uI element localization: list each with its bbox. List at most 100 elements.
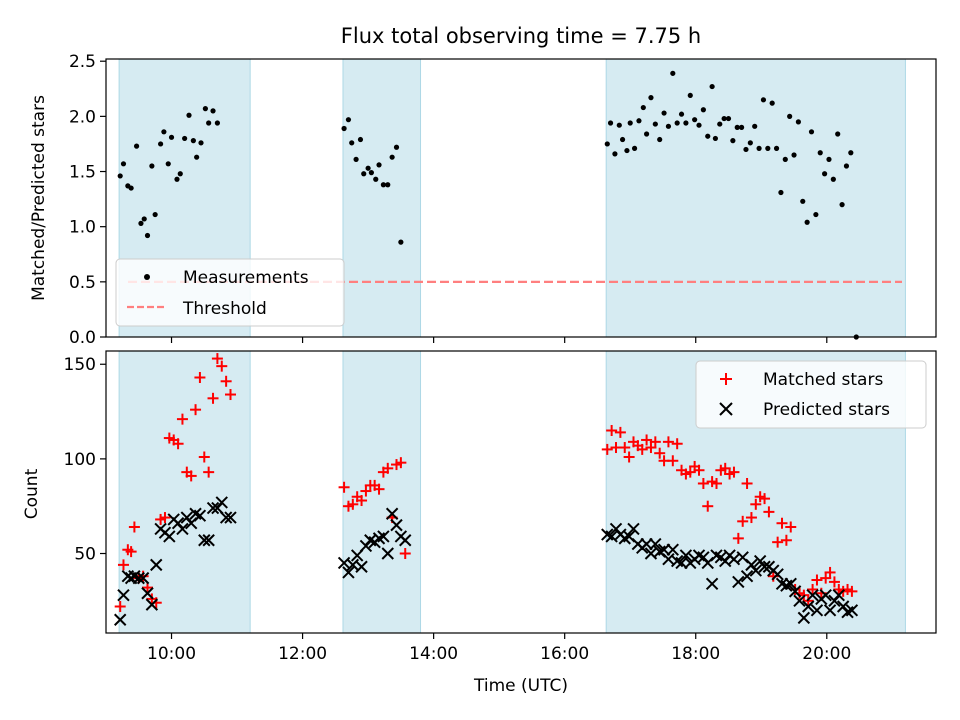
chart-title: Flux total observing time = 7.75 h [341, 24, 701, 48]
x-axis-label: Time (UTC) [473, 676, 568, 696]
measurement-point [666, 124, 671, 129]
measurement-point [376, 162, 381, 167]
measurement-point [142, 216, 147, 221]
top-y-tick-label: 1.0 [69, 218, 96, 238]
measurement-point [178, 171, 183, 176]
measurement-point [648, 95, 653, 100]
measurement-point [369, 170, 374, 175]
measurement-point [174, 177, 179, 182]
measurement-point [761, 97, 766, 102]
measurement-point [743, 147, 748, 152]
measurement-point [765, 146, 770, 151]
measurement-point [134, 144, 139, 149]
measurement-point [628, 120, 633, 125]
measurement-point [800, 199, 805, 204]
measurement-point [605, 141, 610, 146]
measurement-point [675, 120, 680, 125]
measurement-point [215, 120, 220, 125]
measurement-point [161, 129, 166, 134]
top-y-tick-label: 0.0 [69, 328, 96, 348]
measurement-point [194, 155, 199, 160]
measurement-point [783, 157, 788, 162]
measurement-point [713, 136, 718, 141]
legend-measurements-label: Measurements [183, 268, 309, 288]
measurement-point [774, 146, 779, 151]
measurement-point [813, 212, 818, 217]
measurement-point [191, 138, 196, 143]
measurement-point [752, 124, 757, 129]
x-tick-label: 12:00 [278, 644, 327, 664]
measurement-point [636, 118, 641, 123]
measurement-point [831, 177, 836, 182]
measurement-point [608, 120, 613, 125]
x-tick-label: 18:00 [671, 644, 720, 664]
measurement-point [644, 131, 649, 136]
measurement-point [149, 163, 154, 168]
measurement-point [118, 173, 123, 178]
measurement-point [358, 137, 363, 142]
measurement-point [657, 137, 662, 142]
measurement-point [835, 131, 840, 136]
measurement-point [748, 140, 753, 145]
measurement-point [796, 119, 801, 124]
measurement-point [394, 145, 399, 150]
measurement-point [145, 233, 150, 238]
measurement-point [826, 157, 831, 162]
measurement-point [848, 150, 853, 155]
measurement-point [166, 161, 171, 166]
measurement-point [620, 137, 625, 142]
measurement-point [730, 138, 735, 143]
measurement-point [679, 112, 684, 117]
measurement-point [696, 123, 701, 128]
legend-predicted-label: Predicted stars [763, 400, 890, 420]
measurement-point [805, 220, 810, 225]
measurement-point [612, 151, 617, 156]
measurement-point [756, 146, 761, 151]
bottom-y-axis-label: Count [22, 468, 42, 519]
bottom-y-tick-label: 50 [74, 545, 96, 565]
top-y-tick-label: 0.5 [69, 273, 96, 293]
measurement-point [203, 106, 208, 111]
measurement-point [346, 117, 351, 122]
measurement-point [341, 126, 346, 131]
measurement-point [198, 140, 203, 145]
measurement-point [770, 101, 775, 106]
measurement-point [839, 202, 844, 207]
x-tick-label: 10:00 [147, 644, 196, 664]
measurement-point [653, 121, 658, 126]
measurement-point [809, 129, 814, 134]
measurement-point [683, 120, 688, 125]
legend-threshold-label: Threshold [182, 299, 267, 319]
top-y-axis-label: Matched/Predicted stars [29, 95, 49, 301]
measurement-point [641, 105, 646, 110]
x-tick-label: 16:00 [540, 644, 589, 664]
measurement-point [670, 71, 675, 76]
measurement-point [822, 171, 827, 176]
legend-matched-label: Matched stars [763, 370, 883, 390]
measurement-point [844, 163, 849, 168]
measurement-point [818, 150, 823, 155]
measurement-point [398, 240, 403, 245]
measurement-point [169, 135, 174, 140]
top-y-tick-label: 2.5 [69, 52, 96, 72]
x-tick-label: 14:00 [409, 644, 458, 664]
measurement-point [206, 120, 211, 125]
x-tick-label: 20:00 [802, 644, 851, 664]
bottom-y-tick-label: 150 [64, 355, 96, 375]
measurement-point [361, 171, 366, 176]
measurement-point [390, 155, 395, 160]
measurement-point [688, 93, 693, 98]
top-legend: Measurements Threshold [116, 259, 344, 326]
observing-window-band [606, 59, 905, 337]
measurement-point [210, 108, 215, 113]
measurement-point [778, 190, 783, 195]
measurement-point [632, 146, 637, 151]
measurement-point [624, 148, 629, 153]
measurement-point [791, 152, 796, 157]
measurement-point [353, 157, 358, 162]
measurement-point [717, 121, 722, 126]
measurement-point [661, 110, 666, 115]
measurement-point [385, 182, 390, 187]
measurement-point [739, 125, 744, 130]
observing-window-band [343, 351, 421, 633]
